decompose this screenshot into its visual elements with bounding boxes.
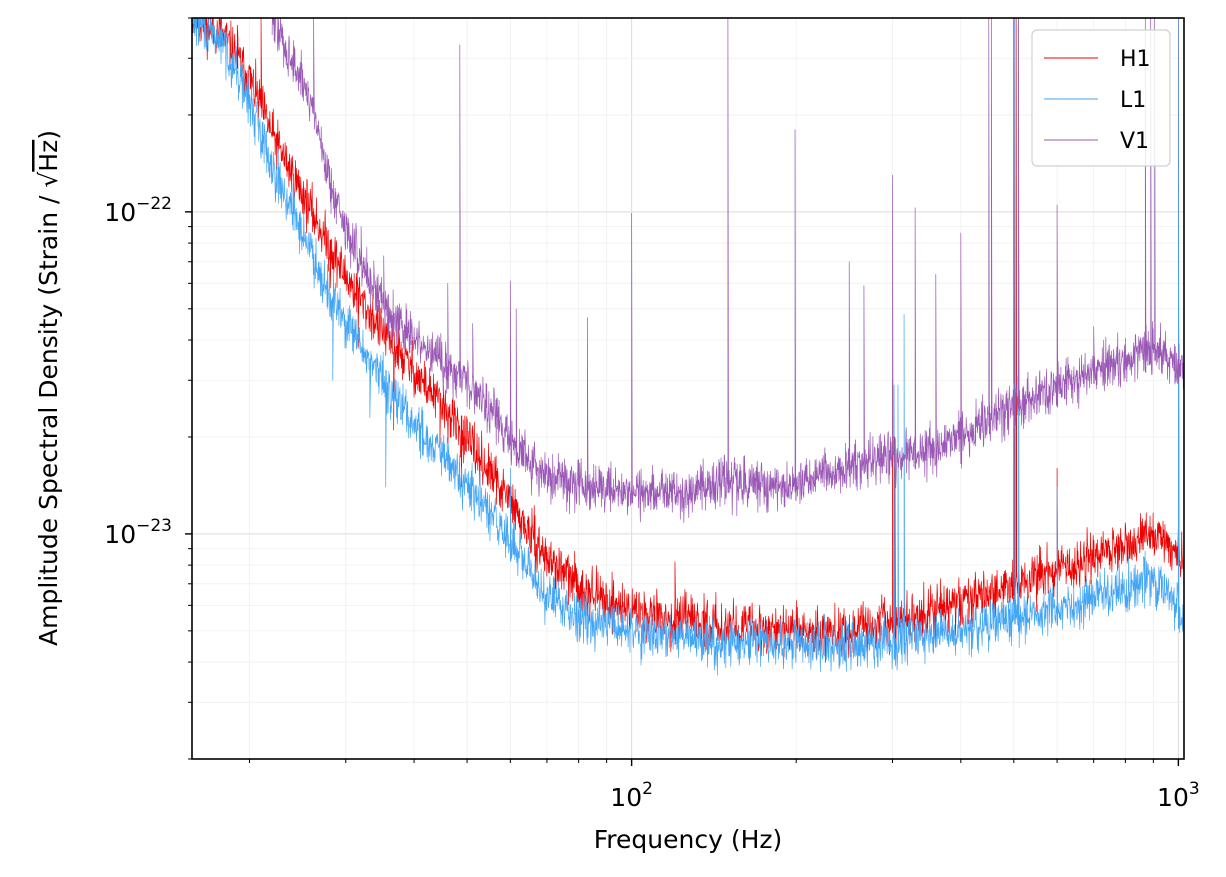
y-axis-title: Amplitude Spectral Density (Strain / √Hz… xyxy=(34,130,63,646)
y-tick-label: 10−23 xyxy=(104,516,172,549)
legend-label-h1: H1 xyxy=(1120,47,1151,72)
x-tick-exponent: 3 xyxy=(1189,779,1200,799)
y-tick-base: 10 xyxy=(104,198,136,227)
x-tick-base: 10 xyxy=(610,783,642,812)
y-axis-title-radicand: Hz xyxy=(34,140,63,172)
x-axis-title: Frequency (Hz) xyxy=(594,825,783,854)
series-h1-trace xyxy=(192,18,1184,663)
series-layer xyxy=(192,18,1184,676)
legend-label-l1: L1 xyxy=(1120,88,1146,113)
legend: H1 L1 V1 xyxy=(1031,29,1171,167)
y-tick-label: 10−22 xyxy=(104,194,172,227)
series-v1-trace xyxy=(271,18,1184,523)
y-tick-exponent: −22 xyxy=(136,194,172,214)
legend-box xyxy=(1031,29,1171,167)
x-tick-base: 10 xyxy=(1157,783,1189,812)
x-tick-exponent: 2 xyxy=(642,779,653,799)
plot-frame xyxy=(191,17,1185,760)
x-tick-label: 102 xyxy=(610,779,653,812)
y-tick-exponent: −23 xyxy=(136,516,172,536)
y-tick-base: 10 xyxy=(104,520,136,549)
sqrt-symbol: √ xyxy=(34,172,63,188)
y-axis-title-main: Amplitude Spectral Density (Strain / xyxy=(34,188,63,646)
y-axis-title-close: ) xyxy=(34,130,63,140)
x-tick-label: 103 xyxy=(1157,779,1200,812)
series-l1-trace xyxy=(192,18,1184,676)
legend-label-v1: V1 xyxy=(1120,129,1149,154)
